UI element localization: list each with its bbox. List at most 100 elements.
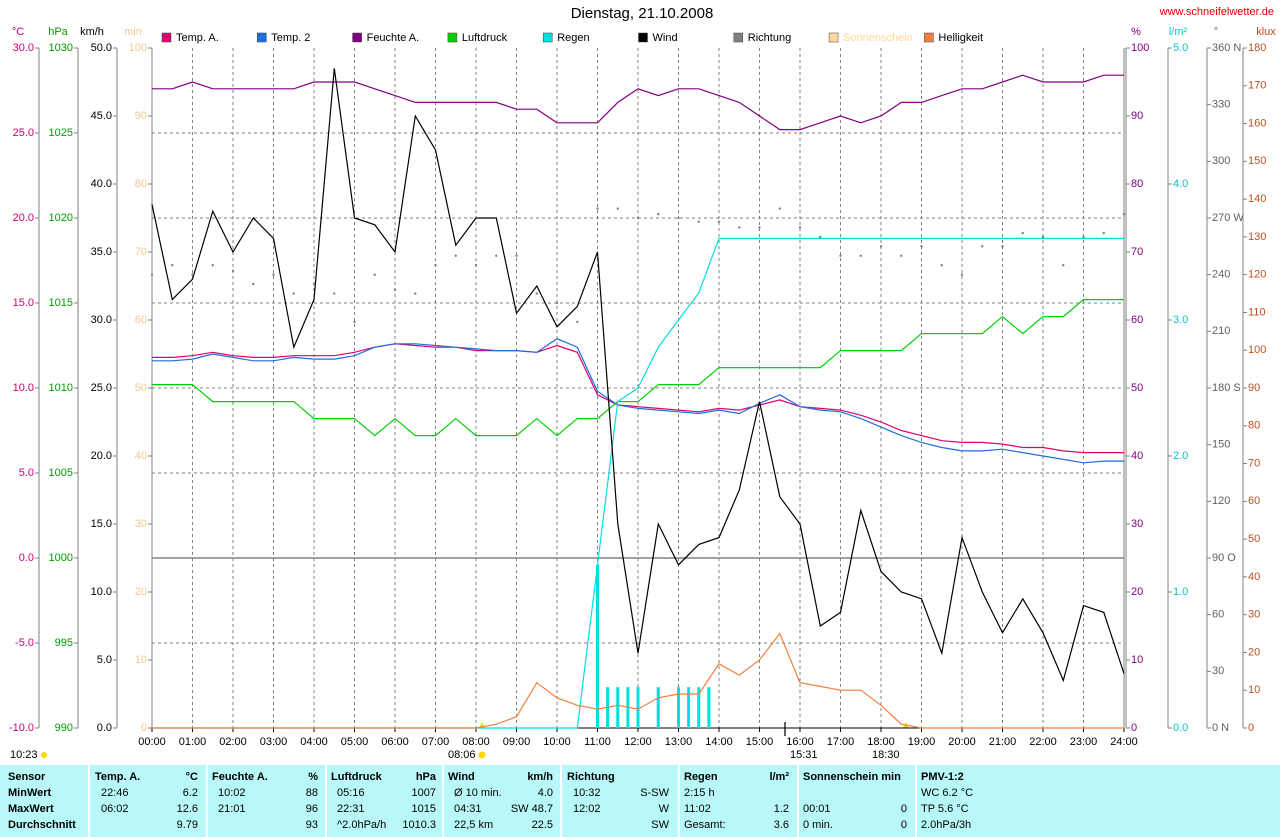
cell-time: 22,5 km xyxy=(454,819,494,831)
cell-time: 05:16 xyxy=(337,787,365,799)
y-tick-label: 30 xyxy=(1131,518,1143,530)
cell-value: 0 xyxy=(900,803,907,815)
direction-dot xyxy=(211,264,214,267)
cell-time: 00:01 xyxy=(803,803,831,815)
y-tick-label: 40.0 xyxy=(91,178,112,190)
column-header: Temp. A. xyxy=(95,771,141,783)
legend-swatch xyxy=(638,32,648,43)
time-annotation: 08:06 xyxy=(448,749,476,761)
cell-time: 10:02 xyxy=(218,787,246,799)
rain-bar xyxy=(697,687,701,728)
cell-value: 93 xyxy=(305,819,318,831)
y-tick-label: 300 xyxy=(1212,155,1230,167)
x-tick-label: 00:00 xyxy=(138,736,166,748)
y-tick-label: -10.0 xyxy=(9,722,34,734)
column-unit: hPa xyxy=(415,771,436,783)
series-line xyxy=(152,299,1124,437)
y-tick-label: -5.0 xyxy=(15,637,34,649)
cell-time: 0 min. xyxy=(803,819,833,831)
x-tick-label: 01:00 xyxy=(179,736,207,748)
legend-label: Temp. A. xyxy=(176,32,219,44)
y-tick-label: 60 xyxy=(1131,314,1143,326)
y-tick-label: 180 xyxy=(1248,42,1266,54)
cell-time: 12:02 xyxy=(573,803,601,815)
column-header: PMV-1:2 xyxy=(921,771,964,783)
x-tick-label: 15:00 xyxy=(746,736,774,748)
x-tick-label: 19:00 xyxy=(908,736,936,748)
cell-time: 06:02 xyxy=(101,803,129,815)
direction-dot xyxy=(920,245,923,248)
y-tick-label: 160 xyxy=(1248,117,1266,129)
column-unit: km/h xyxy=(527,771,553,783)
cell-value: 0 xyxy=(900,819,907,831)
direction-dot xyxy=(252,282,255,286)
column-header: Feuchte A. xyxy=(212,771,268,783)
rain-bar xyxy=(677,687,680,728)
cell-time: WC 6.2 °C xyxy=(921,787,974,799)
direction-dot xyxy=(738,226,741,229)
time-annotation: 10:23 xyxy=(10,749,38,761)
legend-swatch xyxy=(542,32,553,43)
x-tick-label: 16:00 xyxy=(786,736,814,748)
y-tick-label: 1.0 xyxy=(1173,586,1188,598)
y-tick-label: 0 N xyxy=(1212,722,1229,734)
x-tick-label: 14:00 xyxy=(705,736,733,748)
x-tick-label: 24:00 xyxy=(1110,736,1138,748)
y-tick-label: 0 xyxy=(1248,722,1254,734)
direction-dot xyxy=(677,216,680,220)
y-tick-label: 240 xyxy=(1212,269,1230,281)
legend-label: Helligkeit xyxy=(938,32,983,44)
moon-icon xyxy=(41,752,47,758)
y-tick-label: 80 xyxy=(135,178,147,190)
y-tick-label: 1030 xyxy=(49,42,73,54)
cell-value: 1010.3 xyxy=(402,819,436,831)
axis-unit: km/h xyxy=(80,26,104,38)
legend-swatch xyxy=(828,32,839,43)
direction-dot xyxy=(231,269,235,273)
y-tick-label: 5.0 xyxy=(1173,42,1188,54)
direction-dot xyxy=(839,254,842,257)
y-tick-label: 0 xyxy=(141,722,147,734)
x-tick-label: 20:00 xyxy=(948,736,976,748)
direction-dot xyxy=(596,207,599,210)
legend-swatch xyxy=(447,32,458,43)
y-tick-label: 15.0 xyxy=(91,518,112,530)
rain-bar xyxy=(687,687,691,728)
legend-swatch xyxy=(257,32,267,43)
cell-value: SW xyxy=(651,819,669,831)
y-tick-label: 50 xyxy=(1248,533,1260,545)
cell-value: SW 48.7 xyxy=(510,803,553,815)
series-line xyxy=(151,68,1125,683)
rain-bar xyxy=(656,687,660,728)
direction-dot xyxy=(981,245,984,248)
y-tick-label: 3.0 xyxy=(1173,314,1188,326)
cell-value: S-SW xyxy=(640,787,669,799)
legend-label: Wind xyxy=(653,32,678,44)
time-annotation: 15:31 xyxy=(790,749,818,761)
time-annotation: 18:30 xyxy=(872,749,900,761)
separator xyxy=(560,765,562,837)
column-header: Luftdruck xyxy=(331,771,382,783)
y-tick-label: 1010 xyxy=(49,382,73,394)
y-tick-label: 40 xyxy=(135,450,147,462)
y-tick-label: 60 xyxy=(135,314,147,326)
legend-label: Regen xyxy=(557,32,589,44)
y-tick-label: 5.0 xyxy=(19,467,34,479)
direction-dot xyxy=(900,254,903,257)
y-tick-label: 360 N xyxy=(1212,42,1241,54)
x-tick-label: 11:00 xyxy=(584,736,611,748)
direction-dot xyxy=(1122,213,1126,216)
axis-unit: hPa xyxy=(48,26,68,38)
direction-dot xyxy=(940,264,943,267)
direction-dot xyxy=(535,292,538,295)
cell-value: 88 xyxy=(305,787,318,799)
chart-title: Dienstag, 21.10.2008 xyxy=(571,5,714,22)
y-tick-label: 10.0 xyxy=(91,586,112,598)
y-tick-label: 25.0 xyxy=(13,127,34,139)
y-tick-label: 60 xyxy=(1212,609,1224,621)
x-tick-label: 13:00 xyxy=(665,736,693,748)
row-label: MaxWert xyxy=(8,803,54,815)
y-tick-label: 5.0 xyxy=(97,654,112,666)
direction-dot xyxy=(1102,231,1105,235)
